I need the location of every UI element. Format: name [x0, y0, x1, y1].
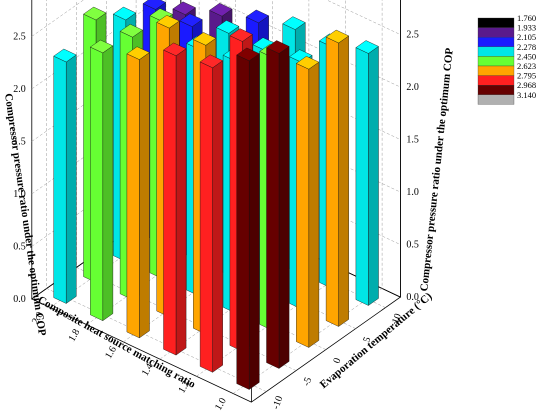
legend-label: 1.933 — [517, 23, 536, 33]
bar-x1.0-y0 — [295, 56, 320, 348]
z-tick-label-right: 2.0 — [406, 82, 419, 93]
z-tick-label-right: 0.5 — [406, 240, 419, 251]
z-tick-label-left: 0.5 — [13, 241, 26, 252]
z-tick-label-left: 1.5 — [13, 136, 26, 147]
y-tick-label: 0 — [332, 357, 344, 365]
z-tick-label-left: 0.0 — [13, 294, 26, 305]
z-tick-label-left: 2.5 — [13, 31, 26, 42]
bar-x1.6-y-10 — [126, 46, 150, 339]
z-tick-label-left: 1.0 — [13, 189, 26, 200]
bar-x1.2-y-10 — [199, 54, 224, 373]
z-tick-label-right: 0.0 — [406, 292, 419, 303]
bar-x1.0-y5 — [325, 29, 350, 327]
z-tick-label-left: 2.0 — [13, 84, 26, 95]
legend-label: 2.968 — [517, 80, 536, 90]
y-tick-label: 10 — [390, 312, 404, 325]
z-tick-label-right: 1.5 — [406, 135, 419, 146]
bar-x1.4-y-10 — [163, 42, 187, 356]
y-tick-label: -5 — [301, 376, 314, 388]
y-tick-label: -10 — [271, 395, 286, 411]
x-tick-label: 1.4 — [140, 362, 156, 378]
gridline-y-0 — [46, 0, 267, 392]
legend-label: 2.623 — [517, 61, 536, 71]
legend-label: 2.278 — [517, 42, 536, 52]
bar-x1.8-y-10 — [89, 39, 114, 322]
bar-x1.0-y-10 — [236, 47, 260, 390]
z-tick-label-right: 2.5 — [406, 30, 419, 41]
legend-label: 2.105 — [517, 32, 536, 42]
x-tick-label: 2.0 — [30, 310, 46, 326]
x-tick-label: 1.8 — [67, 327, 83, 343]
bar-x2.0-y-10 — [53, 48, 77, 304]
legend-label: 3.140 — [517, 90, 536, 100]
z-tick-label-right: 1.0 — [406, 187, 419, 198]
legend-entry: 3.140 — [477, 90, 536, 105]
x-tick-label: 1.2 — [176, 379, 192, 395]
legend: 1.7601.9332.1052.2782.4502.6232.7952.968… — [477, 13, 536, 105]
gridline-z-5 — [31, 0, 401, 37]
bar-x1.0-y-5 — [266, 40, 290, 369]
legend-label: 1.760 — [517, 13, 536, 23]
y-tick-label: 5 — [361, 336, 373, 344]
legend-label: 2.450 — [517, 51, 536, 61]
legend-label: 2.795 — [517, 71, 536, 81]
gridline-z-4 — [31, 0, 401, 90]
bars-group — [53, 0, 379, 390]
z-axis-label-right: Compressor pressure ratio under the opti… — [418, 47, 456, 292]
x-tick-label: 1.6 — [103, 344, 119, 360]
x-tick-label: 1.0 — [213, 396, 229, 412]
bar-x1.0-y10 — [355, 40, 379, 306]
